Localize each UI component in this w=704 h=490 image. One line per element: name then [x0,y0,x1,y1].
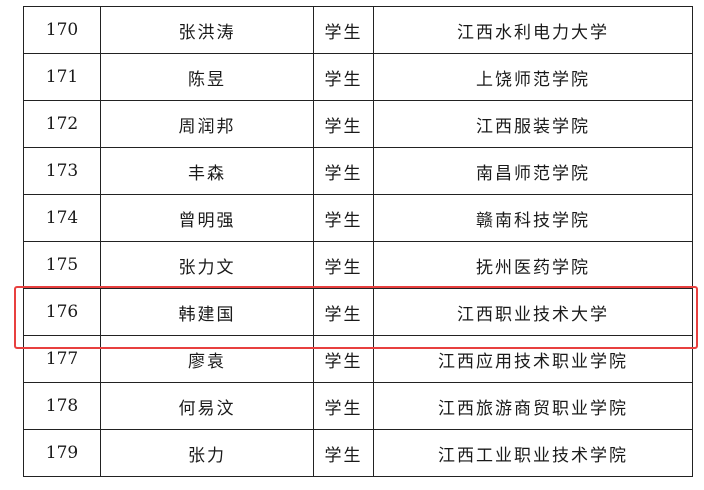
person-name: 张洪涛 [100,6,314,54]
row-number: 177 [23,335,101,383]
school-name: 江西应用技术职业学院 [373,335,693,383]
school-name: 江西水利电力大学 [373,6,693,54]
row-number: 176 [23,288,101,336]
row-number: 179 [23,429,101,477]
school-name: 江西旅游商贸职业学院 [373,382,693,430]
person-name: 何易汶 [100,382,314,430]
role-cell: 学生 [313,194,374,242]
role-cell: 学生 [313,382,374,430]
person-name: 张力文 [100,241,314,289]
role-cell: 学生 [313,147,374,195]
table-row: 179 张力 学生 江西工业职业技术学院 [23,429,693,477]
role-cell: 学生 [313,53,374,101]
role-cell: 学生 [313,241,374,289]
person-name: 韩建国 [100,288,314,336]
table-row: 177 廖袁 学生 江西应用技术职业学院 [23,335,693,383]
row-number: 172 [23,100,101,148]
table-row: 174 曾明强 学生 赣南科技学院 [23,194,693,242]
table-row: 178 何易汶 学生 江西旅游商贸职业学院 [23,382,693,430]
row-number: 170 [23,6,101,54]
person-name: 张力 [100,429,314,477]
role-cell: 学生 [313,100,374,148]
roster-table: 170 张洪涛 学生 江西水利电力大学 171 陈昱 学生 上饶师范学院 172 周润邦 学生 江西服… [23,6,693,477]
roster-body: 170 张洪涛 学生 江西水利电力大学 171 陈昱 学生 上饶师范学院 172 周润邦 学生 江西服… [23,6,693,477]
table-row: 176 韩建国 学生 江西职业技术大学 [23,288,693,336]
table-row: 173 丰森 学生 南昌师范学院 [23,147,693,195]
school-name: 赣南科技学院 [373,194,693,242]
school-name: 抚州医药学院 [373,241,693,289]
row-number: 175 [23,241,101,289]
person-name: 曾明强 [100,194,314,242]
row-number: 174 [23,194,101,242]
role-cell: 学生 [313,335,374,383]
table-row: 170 张洪涛 学生 江西水利电力大学 [23,6,693,54]
person-name: 廖袁 [100,335,314,383]
table-row: 172 周润邦 学生 江西服装学院 [23,100,693,148]
school-name: 江西职业技术大学 [373,288,693,336]
school-name: 南昌师范学院 [373,147,693,195]
table-row: 171 陈昱 学生 上饶师范学院 [23,53,693,101]
row-number: 173 [23,147,101,195]
role-cell: 学生 [313,6,374,54]
person-name: 陈昱 [100,53,314,101]
row-number: 171 [23,53,101,101]
school-name: 江西服装学院 [373,100,693,148]
school-name: 上饶师范学院 [373,53,693,101]
school-name: 江西工业职业技术学院 [373,429,693,477]
person-name: 丰森 [100,147,314,195]
person-name: 周润邦 [100,100,314,148]
row-number: 178 [23,382,101,430]
role-cell: 学生 [313,288,374,336]
table-row: 175 张力文 学生 抚州医药学院 [23,241,693,289]
role-cell: 学生 [313,429,374,477]
